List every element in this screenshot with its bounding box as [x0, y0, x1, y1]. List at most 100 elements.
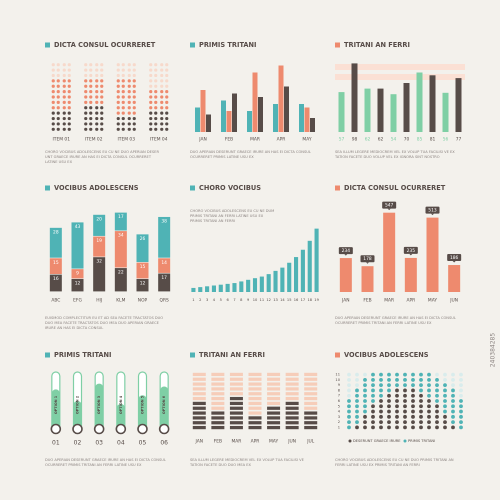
- dot: [84, 122, 88, 126]
- dot: [451, 393, 455, 398]
- tube-fill: [116, 403, 125, 430]
- legend-label: DESERUNT GRAECE IRURE: [353, 439, 401, 443]
- dot: [67, 73, 71, 78]
- bar: [280, 267, 285, 292]
- dot: [51, 90, 55, 94]
- dot: [67, 122, 71, 126]
- stripe: [304, 396, 318, 401]
- bar: [364, 88, 371, 132]
- dot: [379, 425, 383, 430]
- stripe: [229, 387, 243, 391]
- bar: [195, 107, 200, 132]
- y-tick-label: 10: [335, 378, 340, 382]
- panel: PRIMIS TRITANI DUO APERIAN DESERUNT GRAEC…: [45, 351, 170, 467]
- dot: [371, 393, 375, 398]
- dot: [160, 106, 164, 110]
- x-tick-label: 7: [233, 298, 235, 302]
- dot: [51, 122, 55, 126]
- dot: [363, 409, 367, 414]
- dot: [121, 116, 125, 121]
- option-label: OPTION 1: [54, 395, 58, 414]
- bar: [314, 228, 319, 292]
- value-label: 34: [118, 233, 124, 239]
- dot: [127, 73, 131, 78]
- dot: [459, 425, 463, 430]
- dot: [427, 409, 431, 414]
- bar: [304, 107, 310, 132]
- dot: [154, 127, 158, 131]
- stripe: [211, 392, 225, 396]
- caption: TATION FACETE DUO DUO MEA EX: [189, 463, 252, 467]
- dot: [395, 383, 399, 388]
- dot: [116, 100, 120, 104]
- dot: [62, 90, 66, 94]
- x-tick-label: 8: [240, 298, 243, 302]
- dot: [165, 106, 169, 110]
- dot: [387, 399, 391, 403]
- x-tick-label: MAR: [384, 298, 394, 304]
- tube-fill: [160, 386, 169, 430]
- caption: TATION FACETE DUO VOLUP VEL EX IGNORA SI…: [334, 155, 440, 159]
- dot-column: [419, 393, 423, 430]
- dot: [403, 420, 407, 424]
- title-marker: [190, 185, 195, 191]
- caption: PRIMIS TRITANI AN FERRI: [190, 219, 235, 223]
- option-label: OPTION 5: [141, 395, 145, 414]
- x-tick-label: ITEM 03: [117, 137, 135, 143]
- dot: [395, 399, 399, 403]
- bar: [205, 286, 210, 292]
- dot: [355, 393, 359, 398]
- dot: [443, 393, 447, 398]
- stripe: [304, 372, 318, 377]
- dot: [419, 388, 423, 393]
- value-label: 15: [53, 260, 59, 266]
- stripe: [304, 382, 318, 386]
- dot: [355, 420, 359, 424]
- dot: [132, 63, 136, 67]
- stripe: [229, 377, 243, 381]
- dot: [149, 116, 153, 121]
- stripe: [285, 421, 299, 425]
- dot: [149, 100, 153, 104]
- dot: [116, 111, 120, 115]
- dot: [154, 68, 158, 72]
- x-tick-label: HIJ: [96, 298, 102, 304]
- dot: [403, 409, 407, 414]
- dot: [355, 409, 359, 414]
- dot: [411, 393, 415, 398]
- value-label: 9: [76, 271, 79, 277]
- dot: [371, 378, 375, 382]
- dot: [459, 414, 463, 419]
- option-label: OPTION 3: [97, 395, 101, 414]
- dot: [51, 111, 55, 115]
- stripe: [229, 416, 243, 420]
- stripe: [192, 401, 206, 406]
- stripe-stack: [285, 372, 299, 430]
- dot: [121, 63, 125, 67]
- dot: [459, 372, 463, 377]
- stripe: [285, 392, 299, 396]
- dot: [347, 404, 351, 409]
- dot: [371, 404, 375, 409]
- y-tick-label: 7: [338, 394, 340, 398]
- stripe: [211, 411, 225, 415]
- title-marker: [190, 42, 195, 48]
- dot: [395, 404, 399, 409]
- dot: [149, 84, 153, 88]
- callout-box: [382, 201, 397, 209]
- dot: [451, 372, 455, 377]
- dot: [459, 399, 463, 403]
- value-label: 77: [456, 137, 462, 143]
- value-label: 22: [118, 270, 124, 276]
- dot: [403, 378, 407, 382]
- dot: [116, 79, 120, 83]
- title-marker: [45, 185, 50, 191]
- dot: [371, 399, 375, 403]
- dot: [165, 90, 169, 94]
- dot: [154, 63, 158, 67]
- bar-segment: [136, 278, 149, 292]
- dot: [121, 90, 125, 94]
- dot: [154, 90, 158, 94]
- stripe: [229, 401, 243, 406]
